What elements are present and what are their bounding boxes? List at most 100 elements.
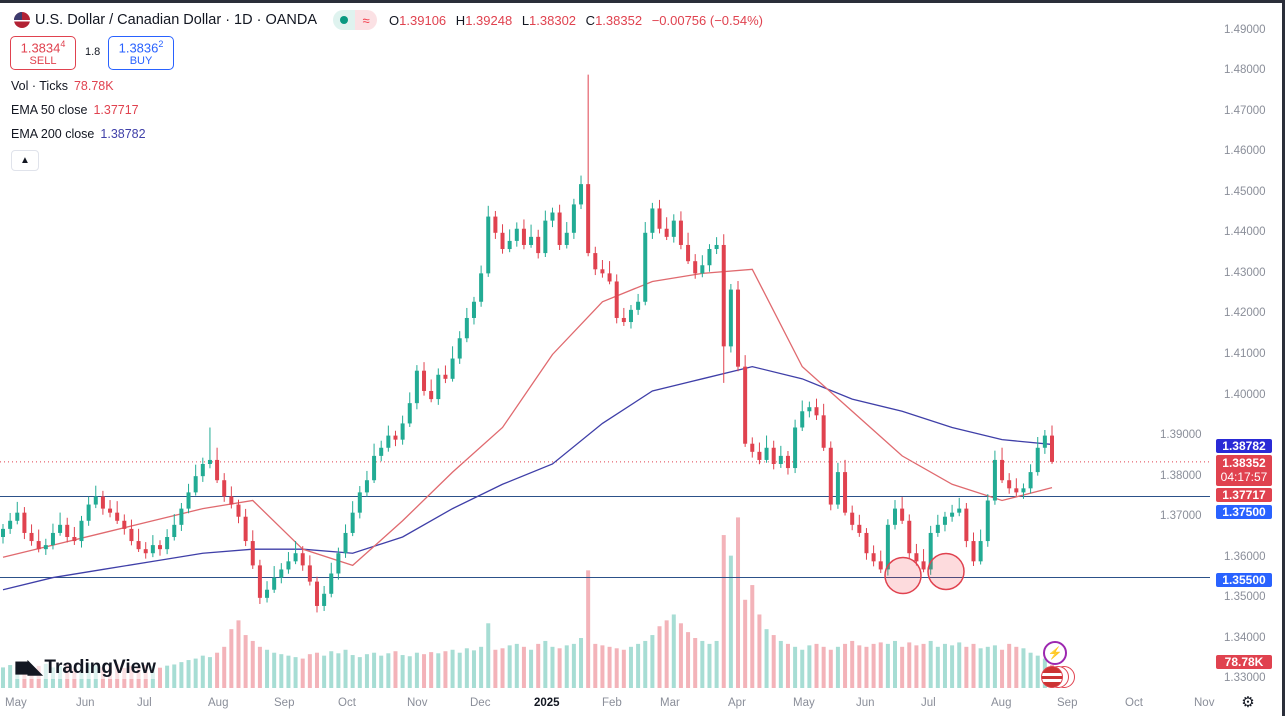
volume-bar (386, 653, 391, 688)
candle-down (1007, 480, 1012, 489)
candle-down (236, 504, 241, 517)
candle-down (229, 496, 234, 505)
candle-up (643, 232, 648, 302)
candle-up (650, 208, 655, 233)
volume-bar (486, 623, 491, 688)
volume-bar (964, 646, 969, 688)
candle-down (864, 532, 869, 554)
buy-button[interactable]: 1.38362 BUY (108, 36, 174, 70)
gear-icon[interactable]: ⚙ (1241, 694, 1255, 711)
volume-bar (200, 655, 205, 688)
tradingview-logo[interactable]: ◼◣ TradingView (14, 656, 156, 679)
volume-bar (771, 635, 776, 688)
sell-price: 1.3834 (20, 40, 61, 56)
candle-up (942, 516, 947, 525)
time-tick-label: Mar (660, 697, 680, 709)
volume-bar (500, 648, 505, 688)
time-tick-label: Oct (1125, 697, 1143, 709)
candle-up (928, 532, 933, 570)
candle-down (614, 281, 619, 318)
candle-up (336, 553, 341, 574)
candle-down (657, 208, 662, 229)
price-tick-label: 1.43000 (1224, 266, 1266, 279)
volume-bar (379, 655, 384, 688)
candle-up (450, 358, 455, 379)
candle-up (992, 459, 997, 501)
candle-down (878, 561, 883, 570)
volume-bar (885, 643, 890, 688)
candle-down (521, 228, 526, 245)
tradingview-mark-icon: ◼◣ (14, 657, 42, 678)
volume-bar (686, 632, 691, 688)
volume-bar (493, 649, 498, 688)
candle-up (350, 512, 355, 533)
candle-down (900, 508, 905, 521)
price-tick-label: 1.49000 (1224, 23, 1266, 36)
volume-bar (714, 640, 719, 688)
volume-bar (657, 626, 662, 688)
candle-up (150, 545, 155, 554)
time-tick-label: Jul (137, 697, 152, 709)
candle-up (343, 532, 348, 554)
sell-button[interactable]: 1.38344 SELL (10, 36, 76, 70)
volume-bar (700, 640, 705, 688)
volume-bar (721, 535, 726, 688)
volume-bar (436, 653, 441, 688)
volume-bar (1028, 652, 1033, 688)
window-frame-right (1282, 0, 1285, 716)
volume-bar (728, 555, 733, 688)
candle-down (422, 370, 427, 391)
legend-ema200[interactable]: EMA 200 close 1.38782 (11, 127, 146, 141)
candle-up (579, 184, 584, 205)
time-tick-label: Jul (921, 697, 936, 709)
volume-bar (279, 654, 284, 688)
price-chart[interactable] (0, 0, 1210, 716)
volume-bar (571, 643, 576, 688)
volume-bar (607, 646, 612, 688)
symbol-title[interactable]: U.S. Dollar / Canadian Dollar · 1D · OAN… (35, 12, 318, 28)
close-value: 1.38352 (595, 12, 643, 28)
volume-bar (828, 649, 833, 688)
candle-down (157, 545, 162, 550)
volume-bar (557, 648, 562, 688)
volume-bar (621, 649, 626, 688)
candle-down (243, 516, 248, 542)
candle-up (471, 301, 476, 318)
candle-up (636, 301, 641, 310)
us-flag-icon[interactable] (1041, 666, 1075, 688)
candle-down (607, 273, 612, 282)
lightning-icon[interactable]: ⚡ (1043, 641, 1067, 665)
volume-bar (871, 643, 876, 688)
candle-up (207, 459, 212, 464)
candle-up (571, 204, 576, 233)
volume-bar (757, 614, 762, 688)
legend-volume[interactable]: Vol · Ticks 78.78K (11, 79, 114, 93)
candle-up (978, 541, 983, 562)
price-tick-label: 1.42000 (1224, 307, 1266, 320)
close-label: C (585, 12, 596, 28)
candle-up (79, 520, 84, 542)
candle-down (914, 553, 919, 562)
market-status-pill[interactable]: ≈ (333, 10, 378, 30)
volume-bar (350, 655, 355, 688)
candle-down (721, 244, 726, 347)
candle-up (193, 476, 198, 493)
price-tick-label: 1.34000 (1224, 631, 1266, 644)
volume-bar (971, 643, 976, 688)
volume-bar (942, 643, 947, 688)
volume-bar (1014, 646, 1019, 688)
volume-bar (793, 646, 798, 688)
candle-down (215, 459, 220, 481)
volume-bar (985, 646, 990, 688)
candle-down (907, 520, 912, 554)
candle-up (293, 553, 298, 562)
candle-up (728, 289, 733, 347)
candle-up (329, 573, 334, 594)
collapse-legend-button[interactable]: ▲ (11, 150, 39, 171)
volume-bar (736, 517, 741, 688)
ema200-label: EMA 200 close (11, 127, 95, 141)
volume-bar (878, 642, 883, 688)
buy-label: BUY (129, 55, 153, 68)
legend-ema50[interactable]: EMA 50 close 1.37717 (11, 103, 139, 117)
candle-down (443, 374, 448, 379)
